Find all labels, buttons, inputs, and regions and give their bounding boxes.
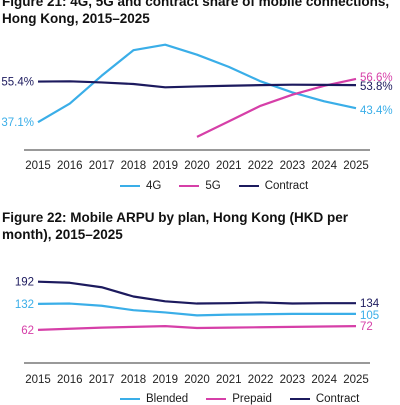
- legend-swatch: [179, 185, 200, 187]
- x-tick-label: 2025: [343, 374, 369, 386]
- x-tick-label: 2020: [184, 374, 210, 386]
- x-tick-label: 2023: [280, 374, 306, 386]
- legend-swatch: [289, 398, 310, 400]
- x-tick-label: 2020: [184, 160, 210, 172]
- x-tick-label: 2017: [89, 374, 115, 386]
- start-value-label-contract: 55.4%: [1, 77, 34, 89]
- x-tick-label: 2021: [216, 374, 242, 386]
- legend-label: 5G: [205, 180, 221, 192]
- start-value-label-contract: 192: [15, 277, 34, 289]
- end-value-label-prepaid: 72: [360, 321, 373, 333]
- x-tick-label: 2023: [280, 160, 306, 172]
- x-tick-label: 2025: [343, 160, 369, 172]
- legend-label: Prepaid: [232, 393, 272, 405]
- x-tick-label: 2024: [311, 160, 337, 172]
- x-tick-label: 2021: [216, 160, 242, 172]
- figure-22-title: Figure 22: Mobile ARPU by plan, Hong Kon…: [2, 210, 349, 242]
- x-tick-label: 2016: [57, 160, 83, 172]
- series-line-contract: [37, 280, 356, 305]
- end-value-label-contract: 134: [360, 298, 380, 310]
- x-tick-label: 2019: [152, 374, 178, 386]
- x-tick-label: 2015: [25, 160, 51, 172]
- legend-item-prepaid: Prepaid: [206, 393, 272, 405]
- x-tick-label: 2019: [152, 160, 178, 172]
- figure-21-line-chart: 2015 2016 2017 2018 2019 2020 2021 2022 2023 2024…: [1, 43, 393, 172]
- legend-label: 4G: [146, 180, 162, 192]
- legend-label: Blended: [146, 393, 189, 405]
- legend-swatch: [206, 398, 227, 400]
- series-line-prepaid: [37, 325, 357, 331]
- figure-21-title: Figure 21: 4G, 5G and contract share of …: [2, 0, 390, 26]
- legend-swatch: [120, 185, 140, 187]
- series-line-contract: [37, 80, 357, 89]
- x-tick-label: 2022: [248, 160, 274, 172]
- figure-21-legend: 4G 5G Contract: [120, 180, 308, 192]
- start-value-label-4g: 37.1%: [1, 117, 34, 129]
- legend-item-5g: 5G: [179, 180, 221, 192]
- start-value-label-prepaid: 62: [21, 325, 34, 337]
- legend-item-contract: Contract: [238, 180, 309, 192]
- end-value-label-blended: 105: [360, 310, 379, 322]
- x-tick-label: 2022: [248, 374, 274, 386]
- x-tick-label: 2018: [121, 160, 147, 172]
- x-tick-label: 2017: [89, 160, 115, 172]
- x-tick-label: 2018: [121, 374, 147, 386]
- series-line-blended: [37, 302, 356, 317]
- x-tick-label: 2015: [25, 374, 51, 386]
- legend-swatch: [238, 185, 259, 187]
- legend-item-4g: 4G: [120, 180, 161, 192]
- figure-22-legend: Blended Prepaid Contract: [120, 393, 359, 405]
- x-tick-label: 2016: [57, 374, 83, 386]
- end-value-label-4g: 43.4%: [360, 105, 393, 117]
- end-value-label-contract: 53.8%: [360, 81, 393, 93]
- legend-item-blended: Blended: [120, 393, 188, 405]
- x-tick-label: 2024: [311, 374, 337, 386]
- series-line-4g: [37, 43, 357, 124]
- end-value-label-5g: 56.6%: [360, 72, 393, 84]
- legend-item-contract: Contract: [289, 393, 360, 405]
- legend-swatch: [120, 398, 140, 400]
- start-value-label-blended: 132: [15, 299, 34, 311]
- legend-label: Contract: [264, 180, 309, 192]
- legend-label: Contract: [315, 393, 360, 405]
